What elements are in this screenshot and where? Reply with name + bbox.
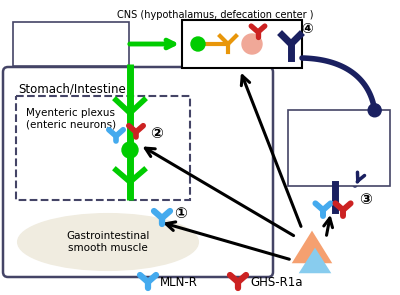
FancyBboxPatch shape <box>13 22 129 66</box>
Polygon shape <box>294 233 330 262</box>
Text: ①: ① <box>174 206 187 222</box>
Circle shape <box>368 104 381 117</box>
Text: Autonomic
afferent
(capsaicin-
sensitive): Autonomic afferent (capsaicin- sensitive… <box>311 126 367 171</box>
Text: CNS (hypothalamus, defecation center ): CNS (hypothalamus, defecation center ) <box>117 10 313 20</box>
Ellipse shape <box>18 214 198 270</box>
Circle shape <box>242 34 262 54</box>
Text: ③: ③ <box>359 193 372 207</box>
Circle shape <box>122 142 138 158</box>
Text: Myenteric plexus
(enteric neurons): Myenteric plexus (enteric neurons) <box>26 108 116 130</box>
Text: ②: ② <box>150 127 163 142</box>
Text: Gastrointestinal
smooth muscle: Gastrointestinal smooth muscle <box>66 231 150 253</box>
Text: Autonomic
efferent: Autonomic efferent <box>41 33 101 55</box>
Circle shape <box>191 37 205 51</box>
Polygon shape <box>301 250 329 272</box>
Text: MLN-R: MLN-R <box>160 276 198 289</box>
Text: Stomach/Intestine: Stomach/Intestine <box>18 82 126 95</box>
Text: M: M <box>309 255 321 269</box>
Text: ④: ④ <box>301 22 313 36</box>
FancyBboxPatch shape <box>182 20 302 68</box>
FancyBboxPatch shape <box>288 110 390 186</box>
FancyBboxPatch shape <box>3 67 273 277</box>
Text: GHS-R1a: GHS-R1a <box>250 276 302 289</box>
Text: G: G <box>307 242 317 255</box>
